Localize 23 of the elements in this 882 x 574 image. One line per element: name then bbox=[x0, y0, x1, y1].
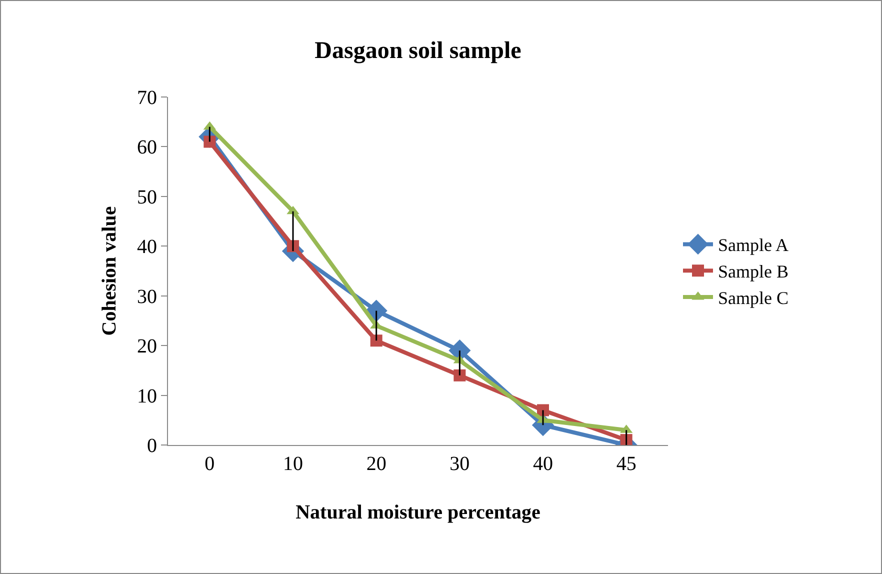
y-tick-label: 70 bbox=[137, 87, 157, 109]
point bbox=[537, 404, 549, 416]
y-axis-title: Cohesion value bbox=[98, 206, 120, 336]
point bbox=[454, 369, 466, 382]
x-tick-label: 45 bbox=[616, 453, 636, 475]
x-tick-label: 20 bbox=[366, 453, 386, 475]
x-tick-label: 0 bbox=[204, 453, 215, 475]
y-tick-label: 60 bbox=[137, 136, 157, 159]
x-tick-label: 40 bbox=[533, 453, 553, 475]
y-tick-label: 10 bbox=[137, 385, 157, 408]
y-tick-label: 40 bbox=[137, 236, 157, 258]
legend-label: Sample B bbox=[718, 262, 788, 282]
y-tick-label: 20 bbox=[137, 336, 157, 358]
point bbox=[370, 334, 382, 347]
x-tick-label: 30 bbox=[450, 453, 470, 475]
chart-title: Dasgaon soil sample bbox=[314, 38, 522, 64]
y-tick-label: 30 bbox=[137, 286, 157, 308]
y-tick-label: 0 bbox=[147, 435, 157, 457]
y-tick-label: 50 bbox=[137, 186, 157, 208]
x-tick-label: 10 bbox=[283, 453, 303, 475]
legend-label: Sample A bbox=[718, 235, 788, 256]
x-axis-title: Natural moisture percentage bbox=[296, 502, 541, 524]
legend-label: Sample C bbox=[718, 288, 788, 308]
